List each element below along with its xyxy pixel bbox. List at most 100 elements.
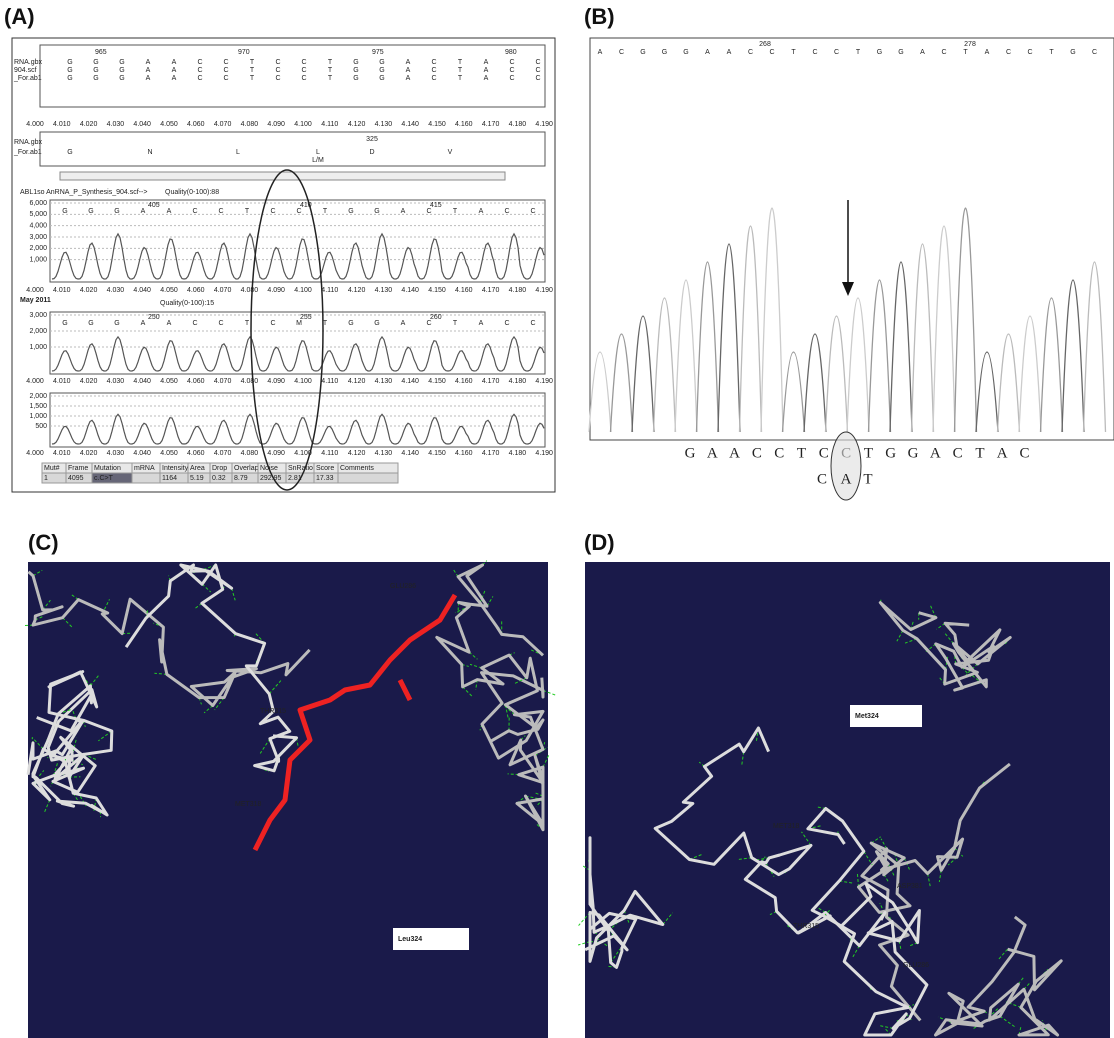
label: 1,500 bbox=[29, 403, 47, 410]
label: 268 bbox=[759, 41, 771, 48]
peak bbox=[738, 225, 763, 433]
label: 500 bbox=[35, 423, 47, 430]
label: T bbox=[864, 445, 873, 461]
label: C bbox=[535, 75, 540, 82]
label: G bbox=[662, 49, 667, 56]
label: G bbox=[374, 208, 379, 215]
table-cell bbox=[131, 472, 161, 484]
label: 4.190 bbox=[535, 121, 553, 128]
label: C bbox=[192, 320, 197, 327]
hbond bbox=[971, 674, 987, 688]
label: G bbox=[93, 75, 98, 82]
backbone bbox=[27, 570, 311, 707]
label: 4.120 bbox=[348, 450, 366, 457]
label: T bbox=[975, 445, 984, 461]
label: 4.070 bbox=[214, 287, 232, 294]
label: THR315 bbox=[793, 923, 819, 930]
label: 4.060 bbox=[187, 287, 205, 294]
label: 970 bbox=[238, 49, 250, 56]
label: A bbox=[172, 75, 177, 82]
label: C bbox=[769, 49, 774, 56]
hbond bbox=[457, 602, 460, 614]
label: A bbox=[406, 59, 411, 66]
label: MET318 bbox=[773, 823, 800, 830]
label: Overlap bbox=[234, 465, 259, 472]
peak bbox=[867, 279, 892, 433]
label: 4.080 bbox=[241, 121, 259, 128]
label: V bbox=[448, 149, 453, 156]
label: _For.ab1 bbox=[13, 149, 42, 156]
label: 4.110 bbox=[321, 287, 338, 294]
trace bbox=[51, 335, 545, 372]
label: 2,000 bbox=[29, 328, 47, 335]
label: C bbox=[192, 208, 197, 215]
label: 4.140 bbox=[401, 450, 419, 457]
label: MET318 bbox=[235, 801, 262, 808]
hbond bbox=[259, 738, 271, 754]
label: 4.130 bbox=[375, 450, 393, 457]
label: G bbox=[93, 67, 98, 74]
label: C bbox=[752, 445, 762, 461]
hbond bbox=[938, 870, 942, 883]
peak bbox=[1061, 279, 1085, 433]
label: G bbox=[67, 67, 72, 74]
peak bbox=[760, 207, 784, 433]
label: A bbox=[729, 445, 740, 461]
backbone bbox=[878, 601, 1012, 692]
label: T bbox=[458, 59, 463, 66]
label: 4.100 bbox=[294, 287, 312, 294]
label: 4.080 bbox=[241, 287, 259, 294]
hbond bbox=[32, 569, 43, 577]
label: 4.020 bbox=[80, 450, 98, 457]
hbond bbox=[908, 942, 918, 947]
label: 255 bbox=[300, 314, 312, 321]
label: 4.170 bbox=[482, 378, 500, 385]
label: A bbox=[598, 49, 603, 56]
peak bbox=[1082, 261, 1107, 433]
peak bbox=[953, 207, 978, 433]
label: C bbox=[812, 49, 817, 56]
label: 4.120 bbox=[348, 287, 366, 294]
label: A bbox=[484, 67, 489, 74]
label: 4.190 bbox=[535, 287, 553, 294]
hbond bbox=[896, 630, 904, 642]
panel-label: (B) bbox=[584, 4, 615, 29]
label: 4.050 bbox=[160, 121, 178, 128]
label: G bbox=[379, 59, 384, 66]
label: 4.150 bbox=[428, 378, 446, 385]
peak bbox=[781, 351, 806, 433]
label: 4.050 bbox=[160, 378, 178, 385]
trace bbox=[51, 232, 545, 280]
label: G bbox=[348, 208, 353, 215]
label: Leu324 bbox=[398, 936, 422, 943]
label: 4.030 bbox=[107, 378, 125, 385]
label: G bbox=[119, 59, 124, 66]
label: A bbox=[920, 49, 925, 56]
label: T bbox=[797, 445, 806, 461]
peak bbox=[652, 297, 677, 433]
peak bbox=[975, 351, 999, 433]
label: G bbox=[348, 320, 353, 327]
hbond bbox=[879, 1025, 894, 1029]
label: G bbox=[885, 445, 896, 461]
hbond bbox=[542, 753, 550, 768]
label: G bbox=[62, 320, 67, 327]
label: T bbox=[856, 49, 861, 56]
label: C bbox=[223, 59, 228, 66]
hbond bbox=[578, 912, 591, 926]
label: 980 bbox=[505, 49, 517, 56]
hbond bbox=[880, 838, 888, 850]
label: A bbox=[727, 49, 732, 56]
hbond bbox=[738, 857, 752, 860]
label: G bbox=[88, 208, 93, 215]
label: G bbox=[877, 49, 882, 56]
label: 4.100 bbox=[294, 450, 312, 457]
trace bbox=[51, 413, 545, 445]
hbond bbox=[462, 686, 474, 698]
label: T bbox=[250, 59, 255, 66]
label: 4,000 bbox=[29, 223, 47, 230]
label: 4.180 bbox=[509, 378, 527, 385]
panel-b-frame bbox=[589, 37, 1114, 441]
hbond bbox=[31, 736, 44, 750]
